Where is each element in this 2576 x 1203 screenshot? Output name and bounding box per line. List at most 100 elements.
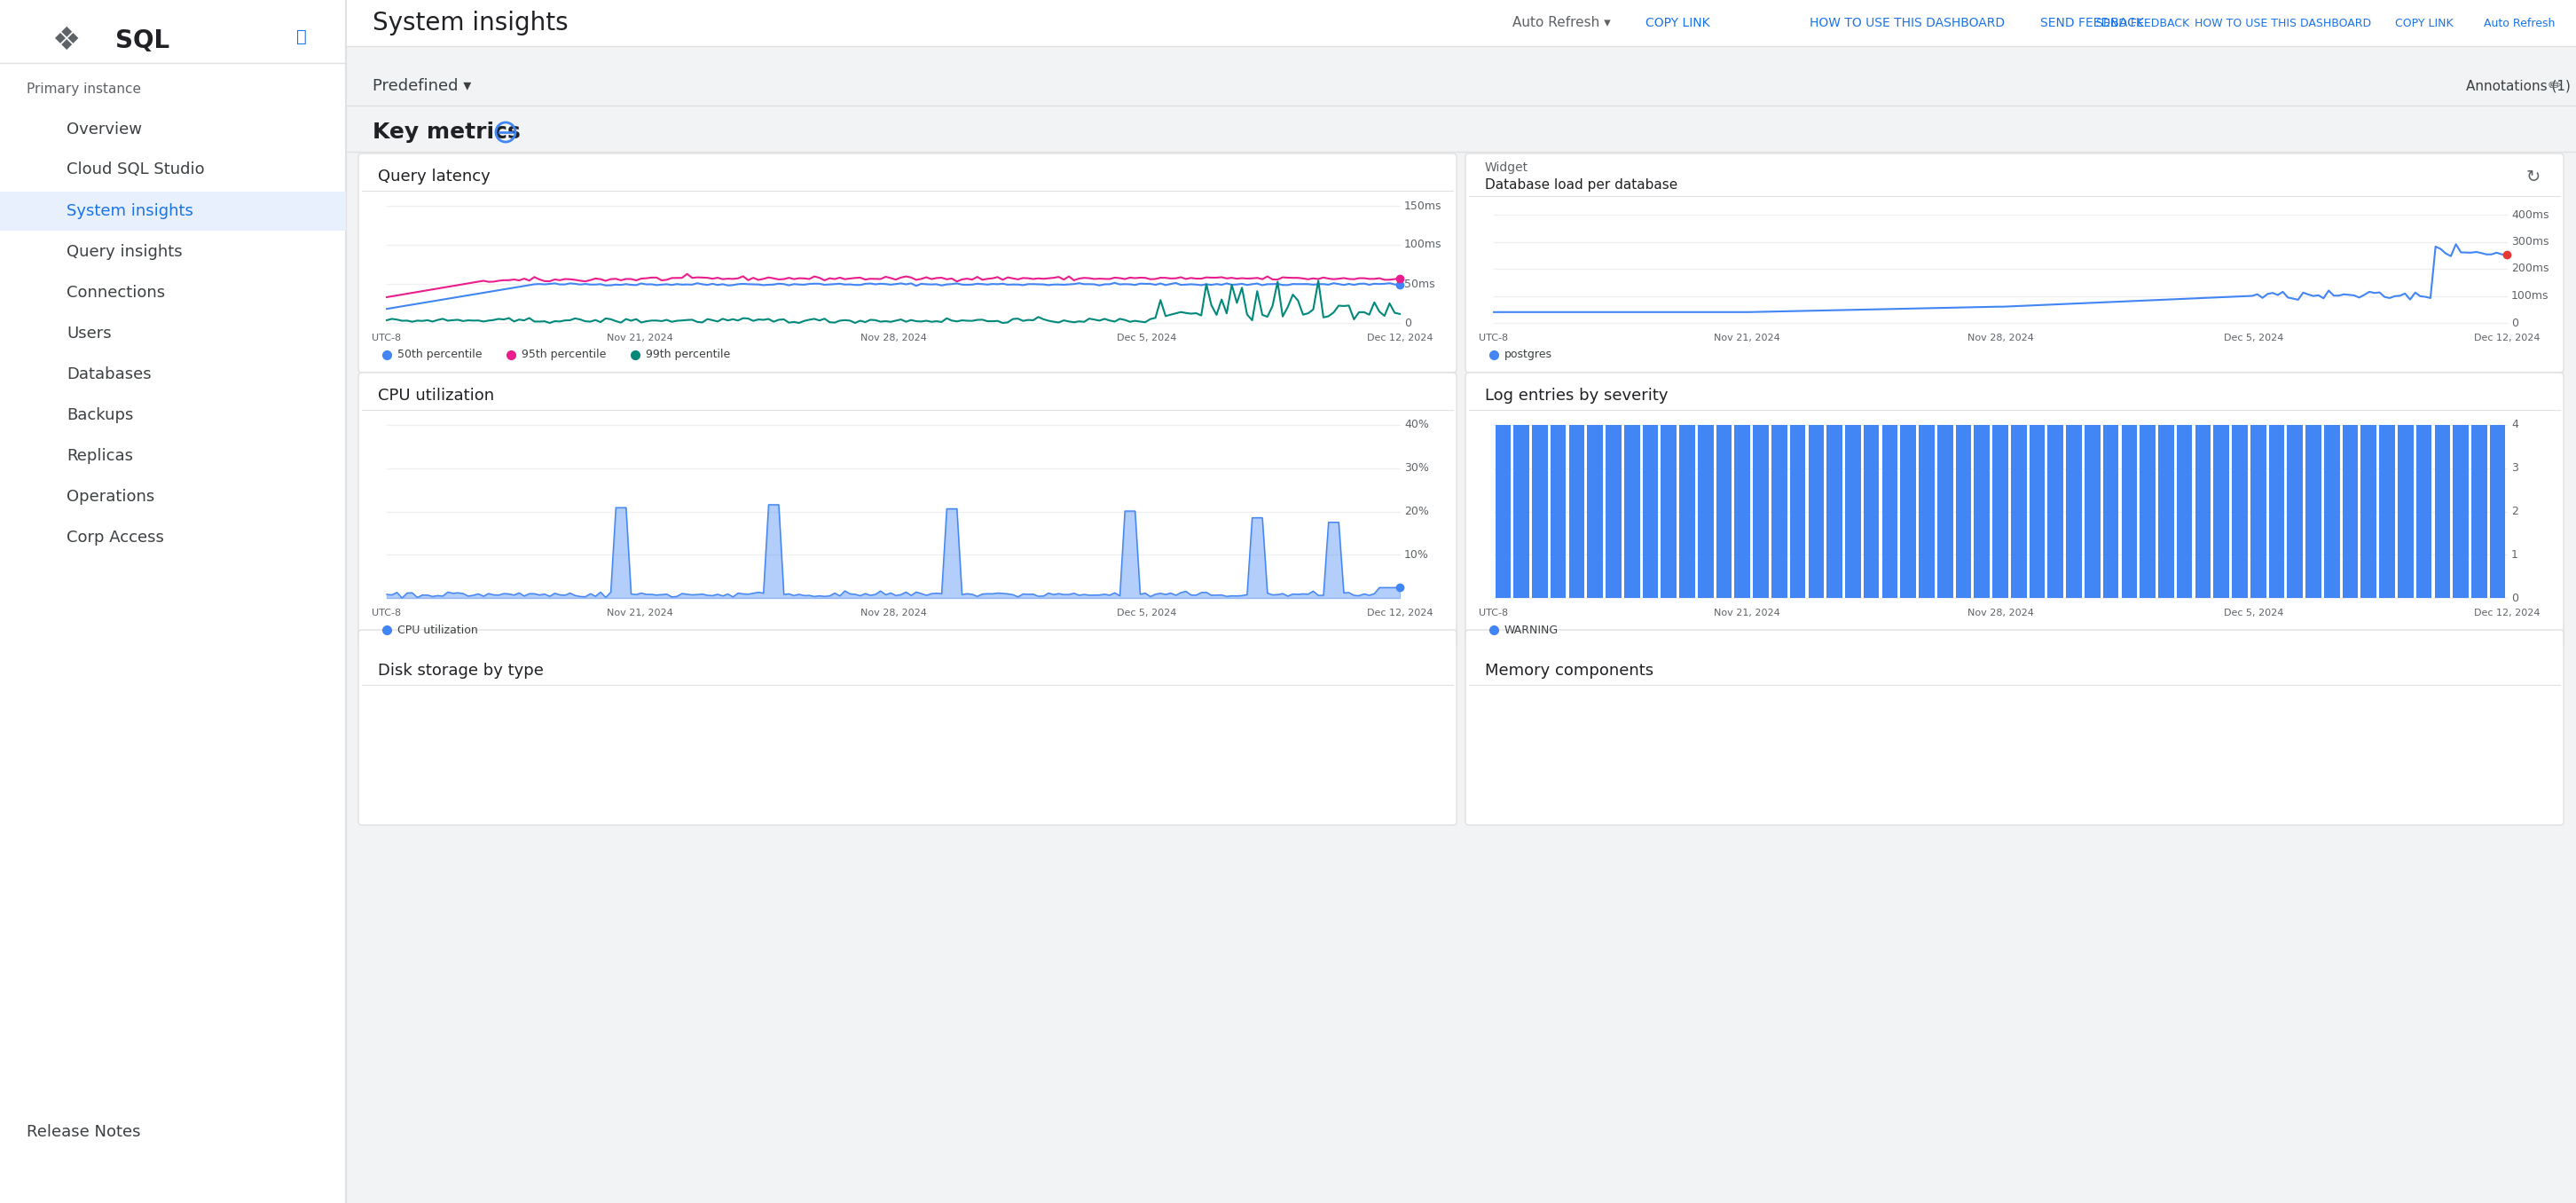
Text: ❖: ❖ (52, 25, 80, 55)
Text: SEND FEEDBACK: SEND FEEDBACK (2097, 17, 2190, 29)
Text: Dec 12, 2024: Dec 12, 2024 (1368, 609, 1432, 617)
Bar (1919, 425, 1935, 598)
Bar (2159, 425, 2174, 598)
Bar (1826, 425, 1842, 598)
Text: Dec 5, 2024: Dec 5, 2024 (1115, 333, 1177, 343)
FancyBboxPatch shape (1466, 373, 2563, 647)
Text: 1: 1 (2512, 549, 2519, 561)
Bar (2324, 425, 2339, 598)
Bar (2251, 425, 2267, 598)
Text: Replicas: Replicas (67, 448, 134, 464)
Text: Nov 28, 2024: Nov 28, 2024 (1968, 333, 2032, 343)
Bar (1844, 425, 1860, 598)
Text: Widget: Widget (1484, 161, 1528, 174)
Bar (1991, 425, 2009, 598)
Bar (1772, 425, 1788, 598)
Bar (1569, 425, 1584, 598)
Bar (1698, 425, 1713, 598)
Text: 20%: 20% (1404, 505, 1430, 517)
Text: Users: Users (67, 326, 111, 342)
Text: Key metrics: Key metrics (374, 122, 520, 143)
Text: Cloud SQL Studio: Cloud SQL Studio (67, 161, 204, 177)
Text: Auto Refresh ▾: Auto Refresh ▾ (1512, 17, 1610, 30)
Bar (1623, 425, 1641, 598)
Text: 50ms: 50ms (1404, 279, 1435, 290)
Text: UTC-8: UTC-8 (371, 333, 402, 343)
Text: Query latency: Query latency (379, 168, 489, 184)
Bar (2141, 425, 2156, 598)
Text: COPY LINK: COPY LINK (2396, 17, 2452, 29)
Text: postgres: postgres (1504, 349, 1553, 361)
Text: Connections: Connections (67, 285, 165, 301)
Text: 0: 0 (1404, 318, 1412, 328)
Text: Dec 5, 2024: Dec 5, 2024 (1115, 609, 1177, 617)
Text: UTC-8: UTC-8 (1479, 333, 1510, 343)
FancyBboxPatch shape (345, 0, 2576, 46)
Bar (2470, 425, 2486, 598)
Text: ✏: ✏ (2548, 78, 2561, 94)
Text: Databases: Databases (67, 367, 152, 383)
Bar (1551, 425, 1566, 598)
Text: Dec 5, 2024: Dec 5, 2024 (2223, 333, 2282, 343)
Bar (2030, 425, 2045, 598)
Text: 95th percentile: 95th percentile (520, 349, 605, 361)
Text: 📌: 📌 (296, 28, 307, 45)
Text: Nov 28, 2024: Nov 28, 2024 (1968, 609, 2032, 617)
Bar (2213, 425, 2228, 598)
Bar (1883, 425, 1899, 598)
Bar (2398, 425, 2414, 598)
Text: 50th percentile: 50th percentile (397, 349, 482, 361)
Bar (2123, 425, 2138, 598)
Bar (1605, 425, 1620, 598)
Bar (1901, 425, 1917, 598)
Text: Dec 12, 2024: Dec 12, 2024 (2473, 609, 2540, 617)
Text: 3: 3 (2512, 462, 2519, 474)
Bar (1643, 425, 1659, 598)
Text: CPU utilization: CPU utilization (397, 624, 479, 635)
Text: Nov 21, 2024: Nov 21, 2024 (1713, 333, 1780, 343)
Text: Primary instance: Primary instance (26, 83, 142, 96)
Bar (2177, 425, 2192, 598)
Bar (1955, 425, 1971, 598)
Bar (1790, 425, 1806, 598)
Bar (2269, 425, 2285, 598)
Text: 2: 2 (2512, 505, 2519, 517)
Text: Database load per database: Database load per database (1484, 179, 1677, 192)
FancyBboxPatch shape (358, 630, 1455, 825)
Text: SQL: SQL (116, 29, 170, 53)
Text: ↻: ↻ (2527, 168, 2540, 185)
Text: Nov 28, 2024: Nov 28, 2024 (860, 333, 927, 343)
Bar (1680, 425, 1695, 598)
Bar (2231, 425, 2249, 598)
Text: 200ms: 200ms (2512, 263, 2548, 274)
Text: Nov 21, 2024: Nov 21, 2024 (608, 609, 672, 617)
FancyBboxPatch shape (1466, 630, 2563, 825)
Text: 0: 0 (2512, 592, 2519, 604)
Text: System insights: System insights (374, 11, 569, 35)
Text: Auto Refresh: Auto Refresh (2483, 17, 2555, 29)
Text: SEND FEEDBACK: SEND FEEDBACK (2040, 17, 2143, 29)
Text: Query insights: Query insights (67, 244, 183, 260)
Bar (2306, 425, 2321, 598)
Text: HOW TO USE THIS DASHBOARD: HOW TO USE THIS DASHBOARD (1808, 17, 2004, 29)
Text: Nov 28, 2024: Nov 28, 2024 (860, 609, 927, 617)
Text: 100ms: 100ms (2512, 290, 2548, 302)
Text: 30%: 30% (1404, 462, 1430, 474)
Text: 40%: 40% (1404, 419, 1430, 431)
Bar (2195, 425, 2210, 598)
Text: UTC-8: UTC-8 (371, 609, 402, 617)
FancyBboxPatch shape (1466, 154, 2563, 373)
Bar (1662, 425, 1677, 598)
FancyBboxPatch shape (0, 0, 345, 1203)
Text: COPY LINK: COPY LINK (1646, 17, 1710, 29)
Bar (2360, 425, 2378, 598)
Text: Disk storage by type: Disk storage by type (379, 663, 544, 678)
Text: 10%: 10% (1404, 549, 1430, 561)
Text: Predefined ▾: Predefined ▾ (374, 78, 471, 94)
FancyBboxPatch shape (0, 191, 345, 231)
Text: Nov 21, 2024: Nov 21, 2024 (608, 333, 672, 343)
Text: Corp Access: Corp Access (67, 529, 165, 546)
Text: 0: 0 (2512, 318, 2519, 328)
Text: Operations: Operations (67, 488, 155, 505)
Text: Dec 5, 2024: Dec 5, 2024 (2223, 609, 2282, 617)
